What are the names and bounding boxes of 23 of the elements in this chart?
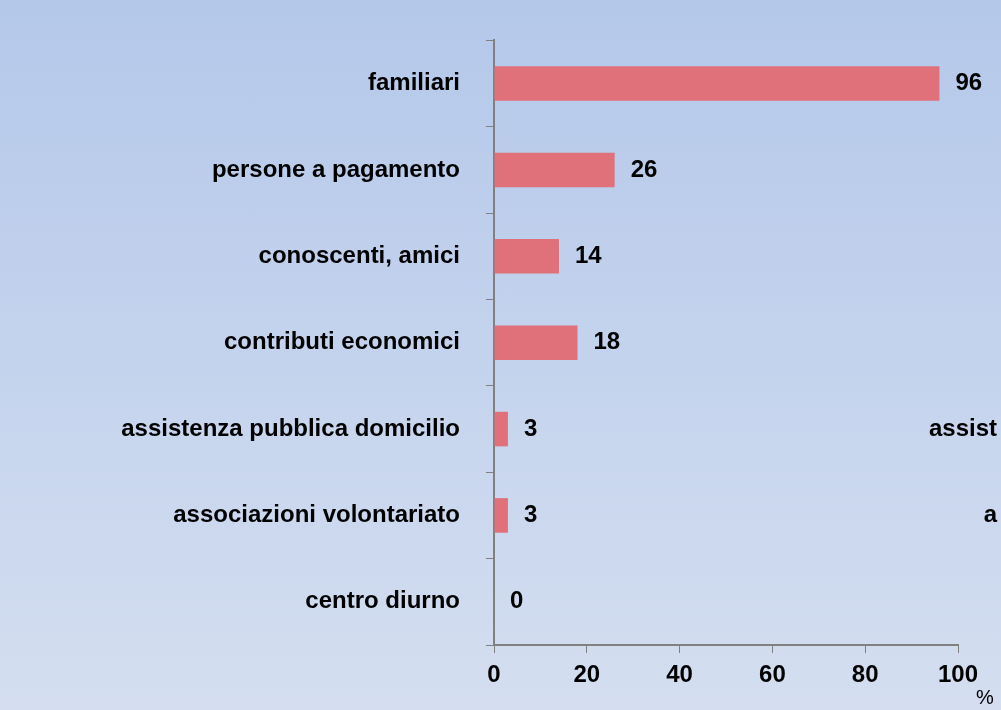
y-tick-label: contributi economici [223, 327, 460, 355]
annotation: assist [928, 413, 997, 441]
data-label: 0 [510, 586, 524, 614]
data-label: 26 [630, 154, 658, 182]
x-tick-label: 0 [487, 660, 501, 688]
data-label: 96 [955, 68, 983, 96]
x-axis-title: % [976, 685, 994, 708]
x-tick-label: 40 [666, 660, 693, 688]
data-label: 3 [523, 500, 538, 528]
x-tick-label: 80 [851, 660, 879, 688]
data-label: 14 [574, 240, 603, 268]
y-tick-label: persone a pagamento [211, 154, 460, 182]
x-tick-label: 60 [759, 660, 786, 688]
y-tick-label: associazioni volontariato [173, 500, 460, 528]
x-tick-label: 20 [573, 660, 601, 688]
y-tick-label: conoscenti, amici [258, 240, 460, 268]
y-tick-label: centro diurno [305, 586, 460, 614]
y-tick-label: familiari [367, 68, 460, 96]
data-label: 3 [523, 413, 538, 441]
y-tick-label: assistenza pubblica domicilio [121, 413, 460, 441]
text: a [983, 500, 998, 528]
x-tick-label: 100 [937, 660, 979, 688]
data-label: 18 [593, 327, 621, 355]
